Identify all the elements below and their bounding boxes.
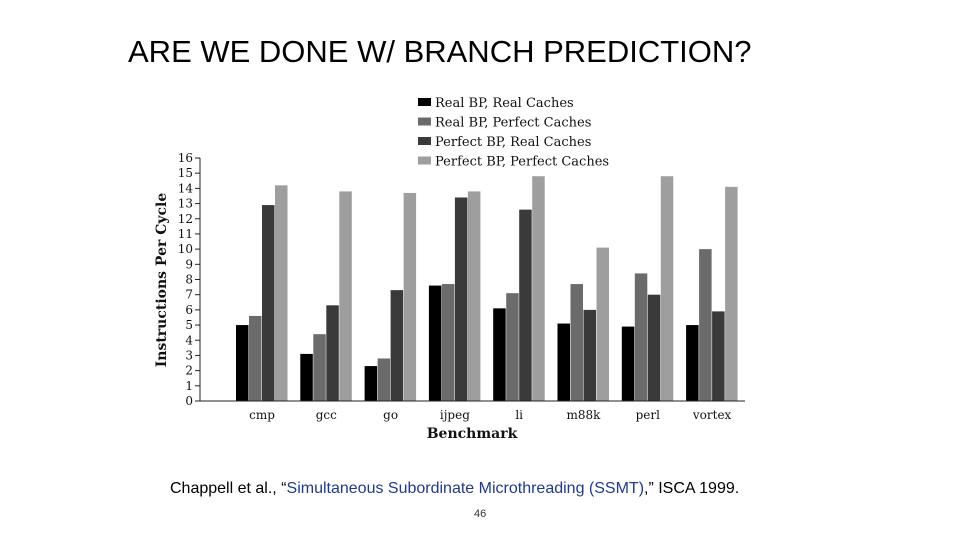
bar-group-go [364,192,417,401]
x-axis-title: Benchmark [427,426,518,442]
y-tick-label: 8 [185,273,193,287]
bar [506,293,519,401]
legend-swatch [418,98,431,106]
y-tick-label: 5 [185,318,193,332]
bar [326,305,339,401]
y-tick-label: 12 [178,212,193,226]
bar [428,285,442,401]
x-tick-label: go [383,408,398,422]
bar [686,325,699,401]
bar [583,309,596,401]
legend-swatch [418,137,431,145]
y-tick-label: 16 [178,151,193,165]
y-axis-title: Instructions Per Cycle [154,193,170,368]
legend-label: Perfect BP, Perfect Caches [435,155,609,170]
bar [339,191,352,401]
x-tick-label: m88k [567,408,602,422]
y-tick-label: 9 [185,257,193,271]
legend-swatch [418,117,431,126]
bar [712,311,725,401]
y-tick-label: 14 [178,181,194,195]
bar-group-gcc [300,191,352,401]
bar [403,192,417,401]
bar-group-ijpeg [428,191,481,401]
y-tick-label: 2 [185,364,193,378]
citation-prefix: Chappell et al., “ [170,480,287,497]
bar [634,273,648,401]
bar [300,353,313,401]
legend-label: Real BP, Perfect Caches [435,116,591,131]
y-tick-label: 11 [178,227,193,241]
x-tick-label: vortex [692,408,732,422]
bar-group-li [493,176,545,401]
legend-label: Perfect BP, Real Caches [435,135,591,150]
legend-swatch [418,156,431,165]
bar [236,325,249,401]
bar [557,323,570,401]
bar [377,358,391,401]
x-tick-label: perl [636,408,661,422]
bar [441,284,455,401]
bar [519,209,532,401]
y-tick-label: 10 [178,242,193,256]
bar [249,315,262,401]
bar [725,186,738,401]
bar [699,249,712,401]
legend-label: Real BP, Real Caches [435,96,574,111]
x-tick-label: cmp [249,408,275,422]
x-tick-label: li [515,408,523,422]
bar [262,205,275,401]
bar [570,284,583,401]
y-tick-label: 4 [185,333,193,347]
x-tick-label: gcc [316,408,337,422]
bar [275,185,288,401]
y-tick-label: 15 [178,166,193,180]
x-axis: cmp gcc go ijpeg li m88k perl vortex [200,400,745,422]
bar-group-m88k [557,247,609,401]
page-number: 46 [474,508,487,520]
bar [532,176,545,401]
y-tick-label: 3 [185,348,193,362]
x-tick-label: ijpeg [440,408,470,422]
bar-group-cmp [236,185,288,401]
citation-suffix: ,” ISCA 1999. [644,480,740,497]
bar-group-perl [621,176,674,401]
citation-link[interactable]: Simultaneous Subordinate Microthreading … [286,480,645,497]
bar [454,197,468,401]
bar [596,247,609,401]
bar [313,334,326,401]
y-tick-label: 6 [185,303,193,317]
bars-group [236,176,738,401]
y-tick-label: 1 [185,379,193,393]
y-tick-label: 7 [185,288,193,302]
bar [621,326,635,401]
chart-legend: Real BP, Real Caches Real BP, Perfect Cac… [418,96,609,170]
bar [660,176,674,401]
bar [647,294,661,401]
y-tick-label: 13 [178,197,193,211]
bar [364,366,378,401]
bar-group-vortex [686,186,738,401]
bar-chart: Real BP, Real Caches Real BP, Perfect Cac… [154,96,745,442]
y-tick-label: 0 [185,394,193,408]
citation: Chappell et al., “Simultaneous Subordina… [170,480,739,498]
bar [493,308,506,401]
bar [467,191,481,401]
slide-title: ARE WE DONE W/ BRANCH PREDICTION? [128,34,752,69]
bar [390,290,404,401]
